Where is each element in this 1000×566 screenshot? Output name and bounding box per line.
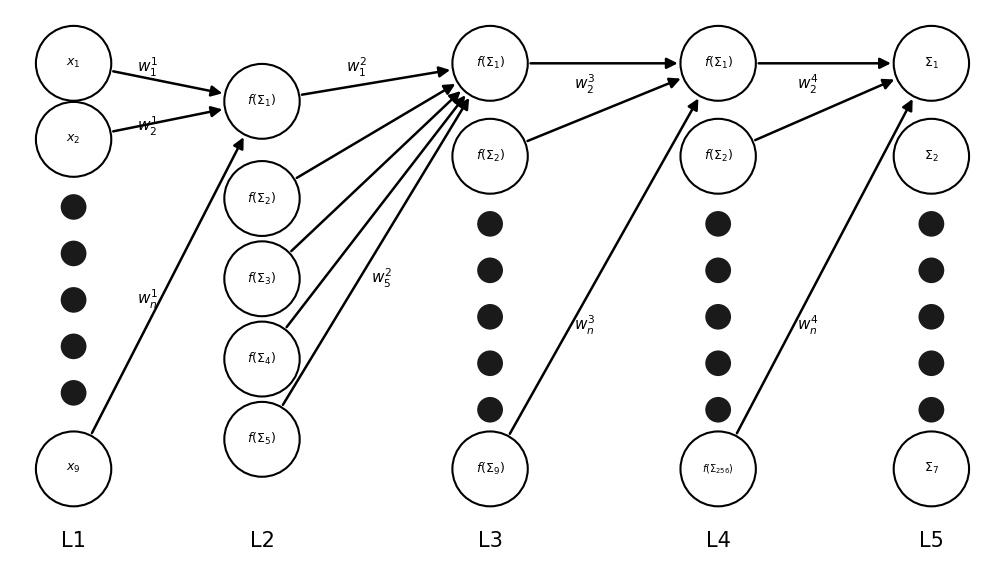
Text: $w_5^2$: $w_5^2$ <box>371 267 391 290</box>
Ellipse shape <box>452 26 528 101</box>
Ellipse shape <box>61 241 86 266</box>
Ellipse shape <box>61 333 86 359</box>
Ellipse shape <box>224 321 300 397</box>
Ellipse shape <box>36 26 111 101</box>
Ellipse shape <box>452 431 528 507</box>
Text: $w_2^1$: $w_2^1$ <box>137 115 158 138</box>
Text: L5: L5 <box>919 531 944 551</box>
Text: $f(\Sigma_5)$: $f(\Sigma_5)$ <box>247 431 277 447</box>
Text: $x_1$: $x_1$ <box>66 57 81 70</box>
Ellipse shape <box>705 350 731 376</box>
Text: $w_2^3$: $w_2^3$ <box>574 73 595 96</box>
Ellipse shape <box>705 211 731 237</box>
Ellipse shape <box>680 119 756 194</box>
Ellipse shape <box>918 258 944 283</box>
Text: $f(\Sigma_2)$: $f(\Sigma_2)$ <box>247 190 277 207</box>
Ellipse shape <box>477 350 503 376</box>
Text: $w_1^1$: $w_1^1$ <box>137 56 158 79</box>
Text: $w_1^2$: $w_1^2$ <box>346 56 367 79</box>
Ellipse shape <box>36 102 111 177</box>
Text: L3: L3 <box>478 531 503 551</box>
Ellipse shape <box>477 304 503 329</box>
Ellipse shape <box>680 26 756 101</box>
Ellipse shape <box>477 397 503 423</box>
Text: $f(\Sigma_3)$: $f(\Sigma_3)$ <box>247 271 277 287</box>
Ellipse shape <box>894 119 969 194</box>
Text: L2: L2 <box>250 531 274 551</box>
Text: $w_n^1$: $w_n^1$ <box>137 288 158 311</box>
Text: $w_n^3$: $w_n^3$ <box>574 314 595 337</box>
Text: $x_2$: $x_2$ <box>66 133 81 146</box>
Ellipse shape <box>36 431 111 507</box>
Text: $f(\Sigma_9)$: $f(\Sigma_9)$ <box>476 461 505 477</box>
Text: $f(\Sigma_{256})$: $f(\Sigma_{256})$ <box>702 462 734 475</box>
Ellipse shape <box>224 241 300 316</box>
Ellipse shape <box>477 211 503 237</box>
Ellipse shape <box>918 211 944 237</box>
Text: L1: L1 <box>61 531 86 551</box>
Text: $\Sigma_1$: $\Sigma_1$ <box>924 56 939 71</box>
Ellipse shape <box>705 304 731 329</box>
Text: $w_n^4$: $w_n^4$ <box>797 314 818 337</box>
Ellipse shape <box>894 431 969 507</box>
Text: $\Sigma_2$: $\Sigma_2$ <box>924 149 939 164</box>
Ellipse shape <box>918 397 944 423</box>
Ellipse shape <box>224 64 300 139</box>
Text: $f(\Sigma_2)$: $f(\Sigma_2)$ <box>476 148 505 164</box>
Text: $f(\Sigma_2)$: $f(\Sigma_2)$ <box>704 148 733 164</box>
Ellipse shape <box>705 397 731 423</box>
Ellipse shape <box>680 431 756 507</box>
Ellipse shape <box>224 402 300 477</box>
Ellipse shape <box>918 304 944 329</box>
Text: $x_9$: $x_9$ <box>66 462 81 475</box>
Ellipse shape <box>224 161 300 236</box>
Ellipse shape <box>705 258 731 283</box>
Text: $f(\Sigma_4)$: $f(\Sigma_4)$ <box>247 351 277 367</box>
Text: $w_2^4$: $w_2^4$ <box>797 73 818 96</box>
Ellipse shape <box>918 350 944 376</box>
Text: $f(\Sigma_1)$: $f(\Sigma_1)$ <box>704 55 733 71</box>
Ellipse shape <box>61 194 86 220</box>
Ellipse shape <box>61 287 86 312</box>
Text: $\Sigma_7$: $\Sigma_7$ <box>924 461 939 477</box>
Ellipse shape <box>452 119 528 194</box>
Ellipse shape <box>61 380 86 406</box>
Text: $f(\Sigma_1)$: $f(\Sigma_1)$ <box>476 55 505 71</box>
Text: L4: L4 <box>706 531 731 551</box>
Ellipse shape <box>894 26 969 101</box>
Text: $f(\Sigma_1)$: $f(\Sigma_1)$ <box>247 93 277 109</box>
Ellipse shape <box>477 258 503 283</box>
